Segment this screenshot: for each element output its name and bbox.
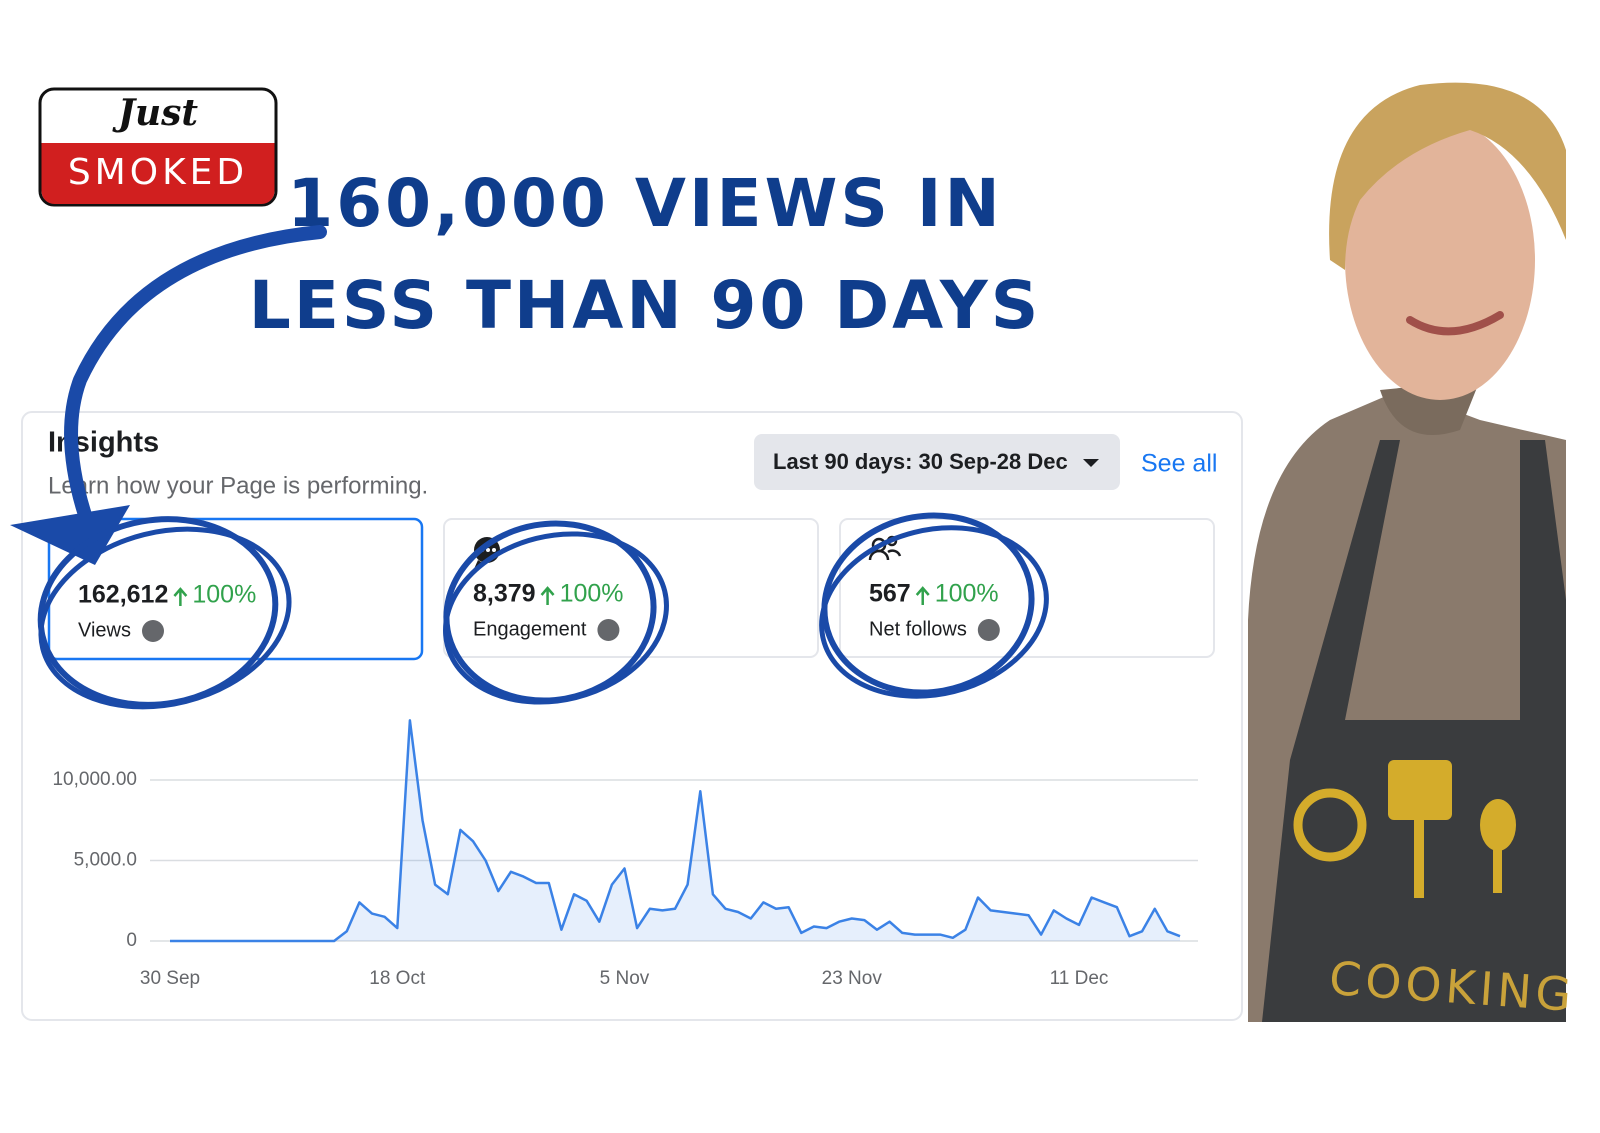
- up-arrow: [540, 586, 555, 605]
- highlight-circle: [443, 531, 669, 705]
- hair: [1329, 82, 1566, 270]
- logo-top: Just: [112, 92, 198, 134]
- smile: [1406, 311, 1504, 336]
- logo-bottom: SMOKED: [68, 152, 248, 193]
- area: [170, 720, 1180, 941]
- metric-value: 567: [869, 580, 911, 608]
- metric-change: 100%: [192, 581, 256, 609]
- metric-label: Engagement: [473, 618, 587, 640]
- highlight-circle: [821, 512, 1035, 696]
- highlight-circle: [819, 525, 1049, 699]
- metric-card[interactable]: [443, 518, 819, 658]
- date-range-label: Last 90 days: 30 Sep-28 Dec: [773, 449, 1068, 474]
- apron-art: [1293, 788, 1367, 862]
- photo: COOKING: [1245, 78, 1577, 1022]
- metric-value: 162,612: [78, 581, 168, 609]
- y-tick-label: 0: [126, 930, 137, 951]
- metric-value: 8,379: [473, 580, 536, 608]
- info-icon: [142, 620, 164, 642]
- cards: 162,612 100% Views 8,379 100% Engagement 567 10…: [78, 580, 1000, 642]
- up-arrow: [173, 587, 188, 606]
- metric-label: Views: [78, 619, 131, 641]
- highlight-circle: [38, 526, 292, 710]
- apron-art: [1493, 848, 1502, 893]
- logo-band: [41, 143, 275, 204]
- x-tick-label: 5 Nov: [600, 968, 650, 989]
- x-tick-label: 30 Sep: [140, 968, 200, 989]
- x-tick-label: 18 Oct: [369, 968, 426, 989]
- apron-art: [1388, 760, 1452, 820]
- info-icon: [597, 619, 620, 641]
- apron: [1262, 440, 1566, 1022]
- logo: Just SMOKED: [38, 87, 278, 207]
- arrow-shaft: [64, 225, 327, 537]
- line: [170, 719, 1181, 943]
- info-icon: [977, 619, 1000, 641]
- face: [1345, 120, 1535, 400]
- chart: 0 5,000.0 10,000.00 30 Sep 18 Oct 5 Nov 23 Nov…: [52, 719, 1198, 989]
- y-tick-label: 10,000.00: [52, 769, 137, 790]
- y-tick-label: 5,000.0: [74, 850, 137, 871]
- insights-subtitle: Learn how your Page is performing.: [48, 472, 428, 499]
- up-arrow: [915, 586, 930, 605]
- apron-art: [1414, 818, 1424, 898]
- metric-label: Net follows: [869, 618, 967, 640]
- annotations: [10, 225, 1049, 710]
- x-tick-label: 23 Nov: [822, 968, 883, 989]
- metric-card[interactable]: [839, 518, 1215, 658]
- headline-line1: 160,000 VIEWS IN: [287, 165, 1002, 242]
- dropdown-caret: [1083, 459, 1099, 467]
- date-range-button[interactable]: [754, 434, 1120, 490]
- apron-art: [1480, 799, 1516, 851]
- headline-line2: LESS THAN 90 DAYS: [249, 267, 1041, 344]
- metric-change: 100%: [560, 580, 624, 608]
- see-all-link[interactable]: See all: [1141, 450, 1217, 478]
- x-tick-label: 11 Dec: [1050, 968, 1109, 989]
- metric-change: 100%: [935, 580, 999, 608]
